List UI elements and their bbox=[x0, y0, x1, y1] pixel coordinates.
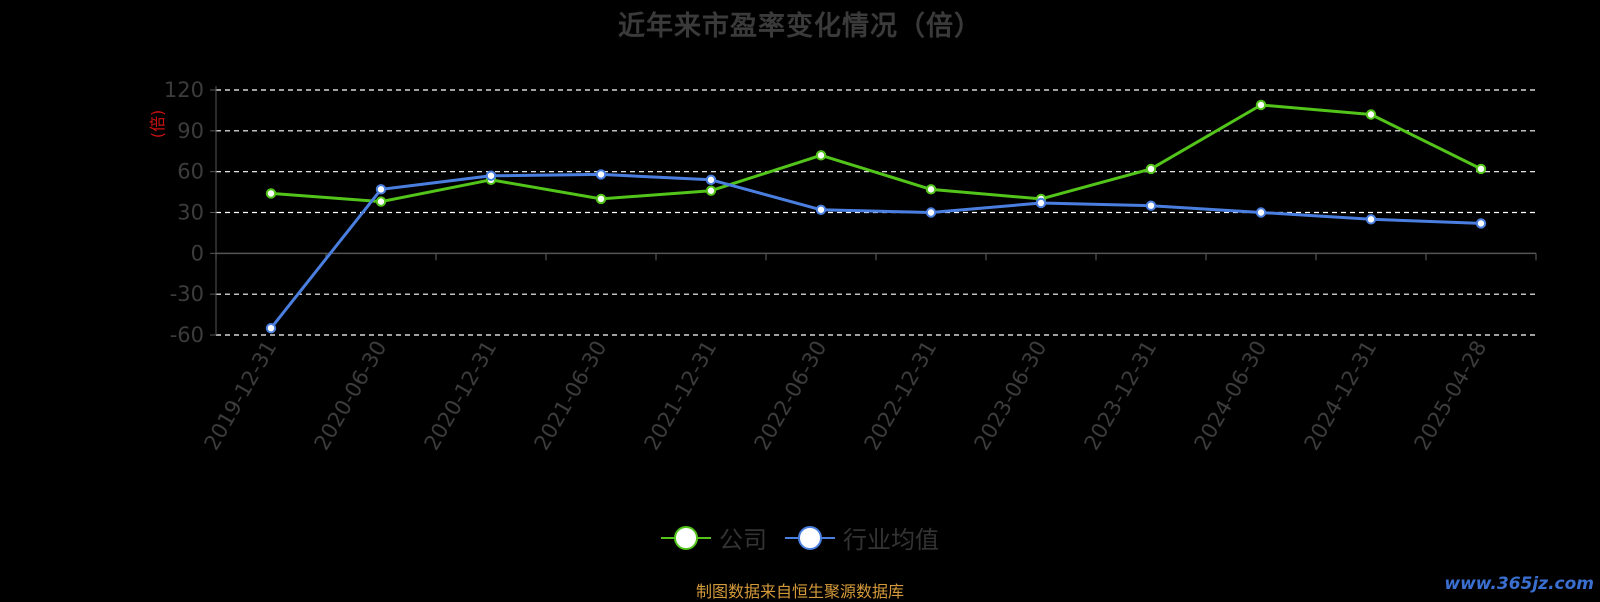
chart-title: 近年来市盈率变化情况（倍） bbox=[618, 11, 982, 42]
y-tick-label: 30 bbox=[177, 201, 204, 225]
x-tick-label: 2025-04-28 bbox=[1410, 337, 1492, 455]
x-tick-label: 2023-06-30 bbox=[970, 337, 1052, 455]
y-axis-label: (倍) bbox=[148, 109, 167, 139]
data-point-industry[interactable] bbox=[1365, 214, 1377, 225]
data-point-company[interactable] bbox=[595, 193, 607, 205]
x-tick-label: 2022-12-31 bbox=[860, 337, 942, 455]
data-source-note: 制图数据来自恒生聚源数据库 bbox=[695, 582, 904, 601]
data-point-company[interactable] bbox=[1145, 163, 1157, 175]
data-point-industry[interactable] bbox=[265, 322, 277, 334]
series-lines bbox=[265, 99, 1487, 334]
x-tick-label: 2020-12-31 bbox=[420, 337, 502, 455]
y-tick-label: 0 bbox=[191, 241, 204, 265]
data-point-company[interactable] bbox=[815, 150, 827, 161]
data-point-industry[interactable] bbox=[375, 184, 387, 195]
data-point-industry[interactable] bbox=[705, 174, 717, 186]
legend-swatch-company bbox=[661, 525, 711, 550]
x-tick-label: 2023-12-31 bbox=[1080, 337, 1162, 455]
legend-swatch-industry bbox=[785, 525, 835, 550]
watermark: www.365jz.com bbox=[1444, 574, 1594, 594]
data-point-industry[interactable] bbox=[485, 170, 497, 181]
y-axis-label-wrap: (倍) bbox=[145, 108, 167, 140]
x-tick-label: 2019-12-31 bbox=[200, 337, 282, 455]
y-tick-label: -60 bbox=[170, 323, 204, 347]
data-point-company[interactable] bbox=[1365, 109, 1377, 120]
legend-item-company[interactable]: 公司 bbox=[661, 520, 767, 555]
data-point-company[interactable] bbox=[265, 188, 277, 199]
data-point-industry[interactable] bbox=[925, 207, 937, 218]
data-point-company[interactable] bbox=[1475, 163, 1487, 175]
legend-item-industry[interactable]: 行业均值 bbox=[785, 520, 939, 555]
y-tick-label: 120 bbox=[164, 78, 204, 102]
data-point-industry[interactable] bbox=[815, 204, 827, 215]
data-point-company[interactable] bbox=[705, 185, 717, 196]
y-tick-label: 90 bbox=[177, 119, 204, 143]
data-point-industry[interactable] bbox=[1255, 207, 1267, 218]
y-tick-label: 60 bbox=[177, 160, 204, 184]
data-point-industry[interactable] bbox=[1035, 197, 1047, 209]
data-point-industry[interactable] bbox=[595, 169, 607, 180]
data-point-company[interactable] bbox=[375, 196, 387, 207]
data-point-industry[interactable] bbox=[1145, 200, 1157, 211]
x-tick-labels: 2019-12-31 2020-06-30 2020-12-31 2021-06-30… bbox=[200, 337, 1492, 455]
x-tick-label: 2022-06-30 bbox=[750, 337, 832, 455]
y-tick-label: -30 bbox=[170, 282, 204, 306]
data-point-company[interactable] bbox=[1255, 99, 1267, 111]
x-tick-label: 2024-12-31 bbox=[1300, 337, 1382, 455]
data-point-industry[interactable] bbox=[1475, 218, 1487, 229]
legend-label-company: 公司 bbox=[719, 526, 767, 554]
x-tick-label: 2021-12-31 bbox=[640, 337, 722, 455]
legend: 公司 行业均值 bbox=[0, 520, 1600, 555]
x-tick-label: 2021-06-30 bbox=[530, 337, 612, 455]
series-line-company bbox=[269, 103, 1483, 204]
data-point-company[interactable] bbox=[925, 184, 937, 195]
x-tick-label: 2020-06-30 bbox=[310, 337, 392, 455]
y-tick-labels: -60 -30 0 30 60 90 120 bbox=[164, 78, 204, 347]
x-tick-label: 2024-06-30 bbox=[1190, 337, 1272, 455]
legend-label-industry: 行业均值 bbox=[843, 526, 939, 554]
series-line-industry bbox=[269, 172, 1483, 330]
x-axis bbox=[210, 86, 1537, 336]
